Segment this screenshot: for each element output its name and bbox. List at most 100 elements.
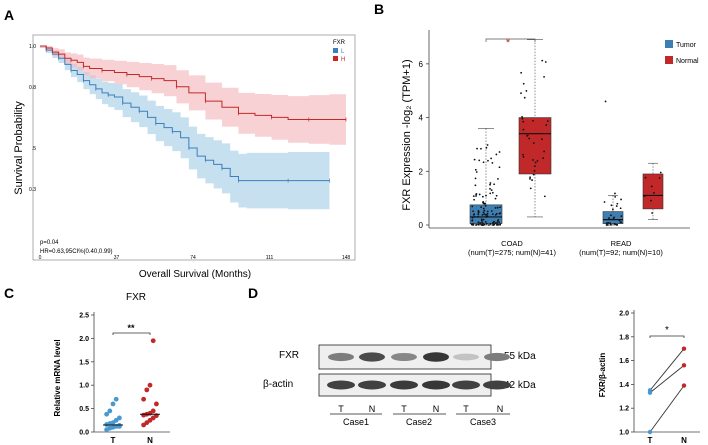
box-point [520,92,522,95]
box-point [482,207,485,210]
scatter-point-n [150,408,156,414]
box-point [478,193,481,196]
blot-band-actin [452,380,480,390]
box-point [482,211,485,214]
box-point [496,222,498,224]
paired-ytick-label: 2.0 [619,311,629,318]
paired-ytick-label: 1.2 [619,406,629,413]
blot-band-actin [358,380,386,390]
blot-band-fxr [359,352,385,362]
box-point [650,185,653,188]
km-xtick-label: 148 [342,255,351,261]
box-point [498,151,501,153]
paired-xlabel-n: N [681,436,687,445]
paired-ytick-label: 1.4 [619,382,629,389]
box-point [474,184,477,187]
scatter-ytick-label: 1.5 [79,359,89,366]
box-point [650,199,652,202]
scatter-point-t [104,411,109,417]
blot-case1-label: Case1 [343,417,369,427]
box-point [475,192,478,195]
box-point [521,117,524,120]
box-point [610,204,613,207]
km-legend-swatch-low [333,48,338,53]
box-point [498,166,501,169]
box-point [482,201,484,204]
box-point [486,144,489,146]
km-xlabel: Overall Survival (Months) [139,269,251,280]
km-ytick-label: .5 [32,146,36,152]
scatter-point-t [107,408,113,414]
panel-label-c: C [4,285,14,301]
panel-label-b: B [374,1,384,17]
box-point [525,90,528,92]
box-point [480,206,483,208]
box-point [485,146,488,149]
box-point [619,221,622,224]
box-body-normal [518,117,552,175]
box-ytick-label: 2 [419,167,424,176]
km-ylabel: Survival Probability [13,101,25,195]
box-point [496,223,499,226]
box-ytick-label: 4 [419,114,424,123]
box-point [532,119,534,122]
km-legend-label-low: L [341,49,345,55]
box-point [489,183,491,186]
box-point [482,218,485,221]
scatter-point-n [150,338,156,344]
paired-significance-bracket [649,335,685,338]
box-point [522,153,524,156]
box-point [605,224,608,226]
box-legend-tumor: Tumor [676,42,697,49]
box-point [495,194,498,197]
blot-band-fxr [453,353,479,361]
box-point [495,153,498,156]
box-point [532,142,535,145]
box-point [480,219,483,222]
box-ylabel: FXR Expression -log₂ (TPM+1) [401,59,413,210]
box-point [485,194,487,197]
box-point [545,124,548,126]
box-point [543,75,545,78]
box-point [474,177,477,180]
box-point [494,207,497,209]
box-point [489,192,492,195]
blot-lane-label-5: T [463,404,469,414]
scatter-point-t [113,396,119,402]
box-point [491,162,494,164]
box-point [490,210,493,212]
blot-band-fxr [391,353,417,361]
box-point [620,198,622,201]
blot-lane-label-1: T [338,404,344,414]
box-point [477,211,480,213]
box-point [605,222,608,225]
blot-case2-label: Case2 [406,417,432,427]
km-legend-title: FXR [333,40,346,46]
scatter-ytick-label: 2.5 [79,313,89,320]
scatter-point-n [154,401,159,407]
box-point [615,205,618,207]
box-point [481,224,484,226]
paired-ytick-label: 1.6 [619,358,629,365]
box-point [614,192,616,195]
box-point [615,223,618,226]
box-body-tumor [602,211,624,224]
box-point [474,168,477,171]
panel-label-a: A [4,7,14,23]
box-point [529,187,532,190]
scatter-ylabel: Relative mRNA level [53,339,62,416]
box-point [606,224,609,226]
box-category-coad: COAD [501,239,523,248]
box-point [520,71,523,74]
box-point [499,223,502,226]
km-xtick-label: 74 [190,255,196,261]
box-point [541,59,544,62]
box-point [473,198,475,201]
box-point [472,223,475,226]
box-point [619,207,622,210]
paired-xlabel-t: T [648,436,653,445]
box-note-coad: (num(T)=275; num(N)=41) [468,248,556,257]
paired-ytick-label: 1.0 [619,430,629,437]
box-point [475,195,477,197]
